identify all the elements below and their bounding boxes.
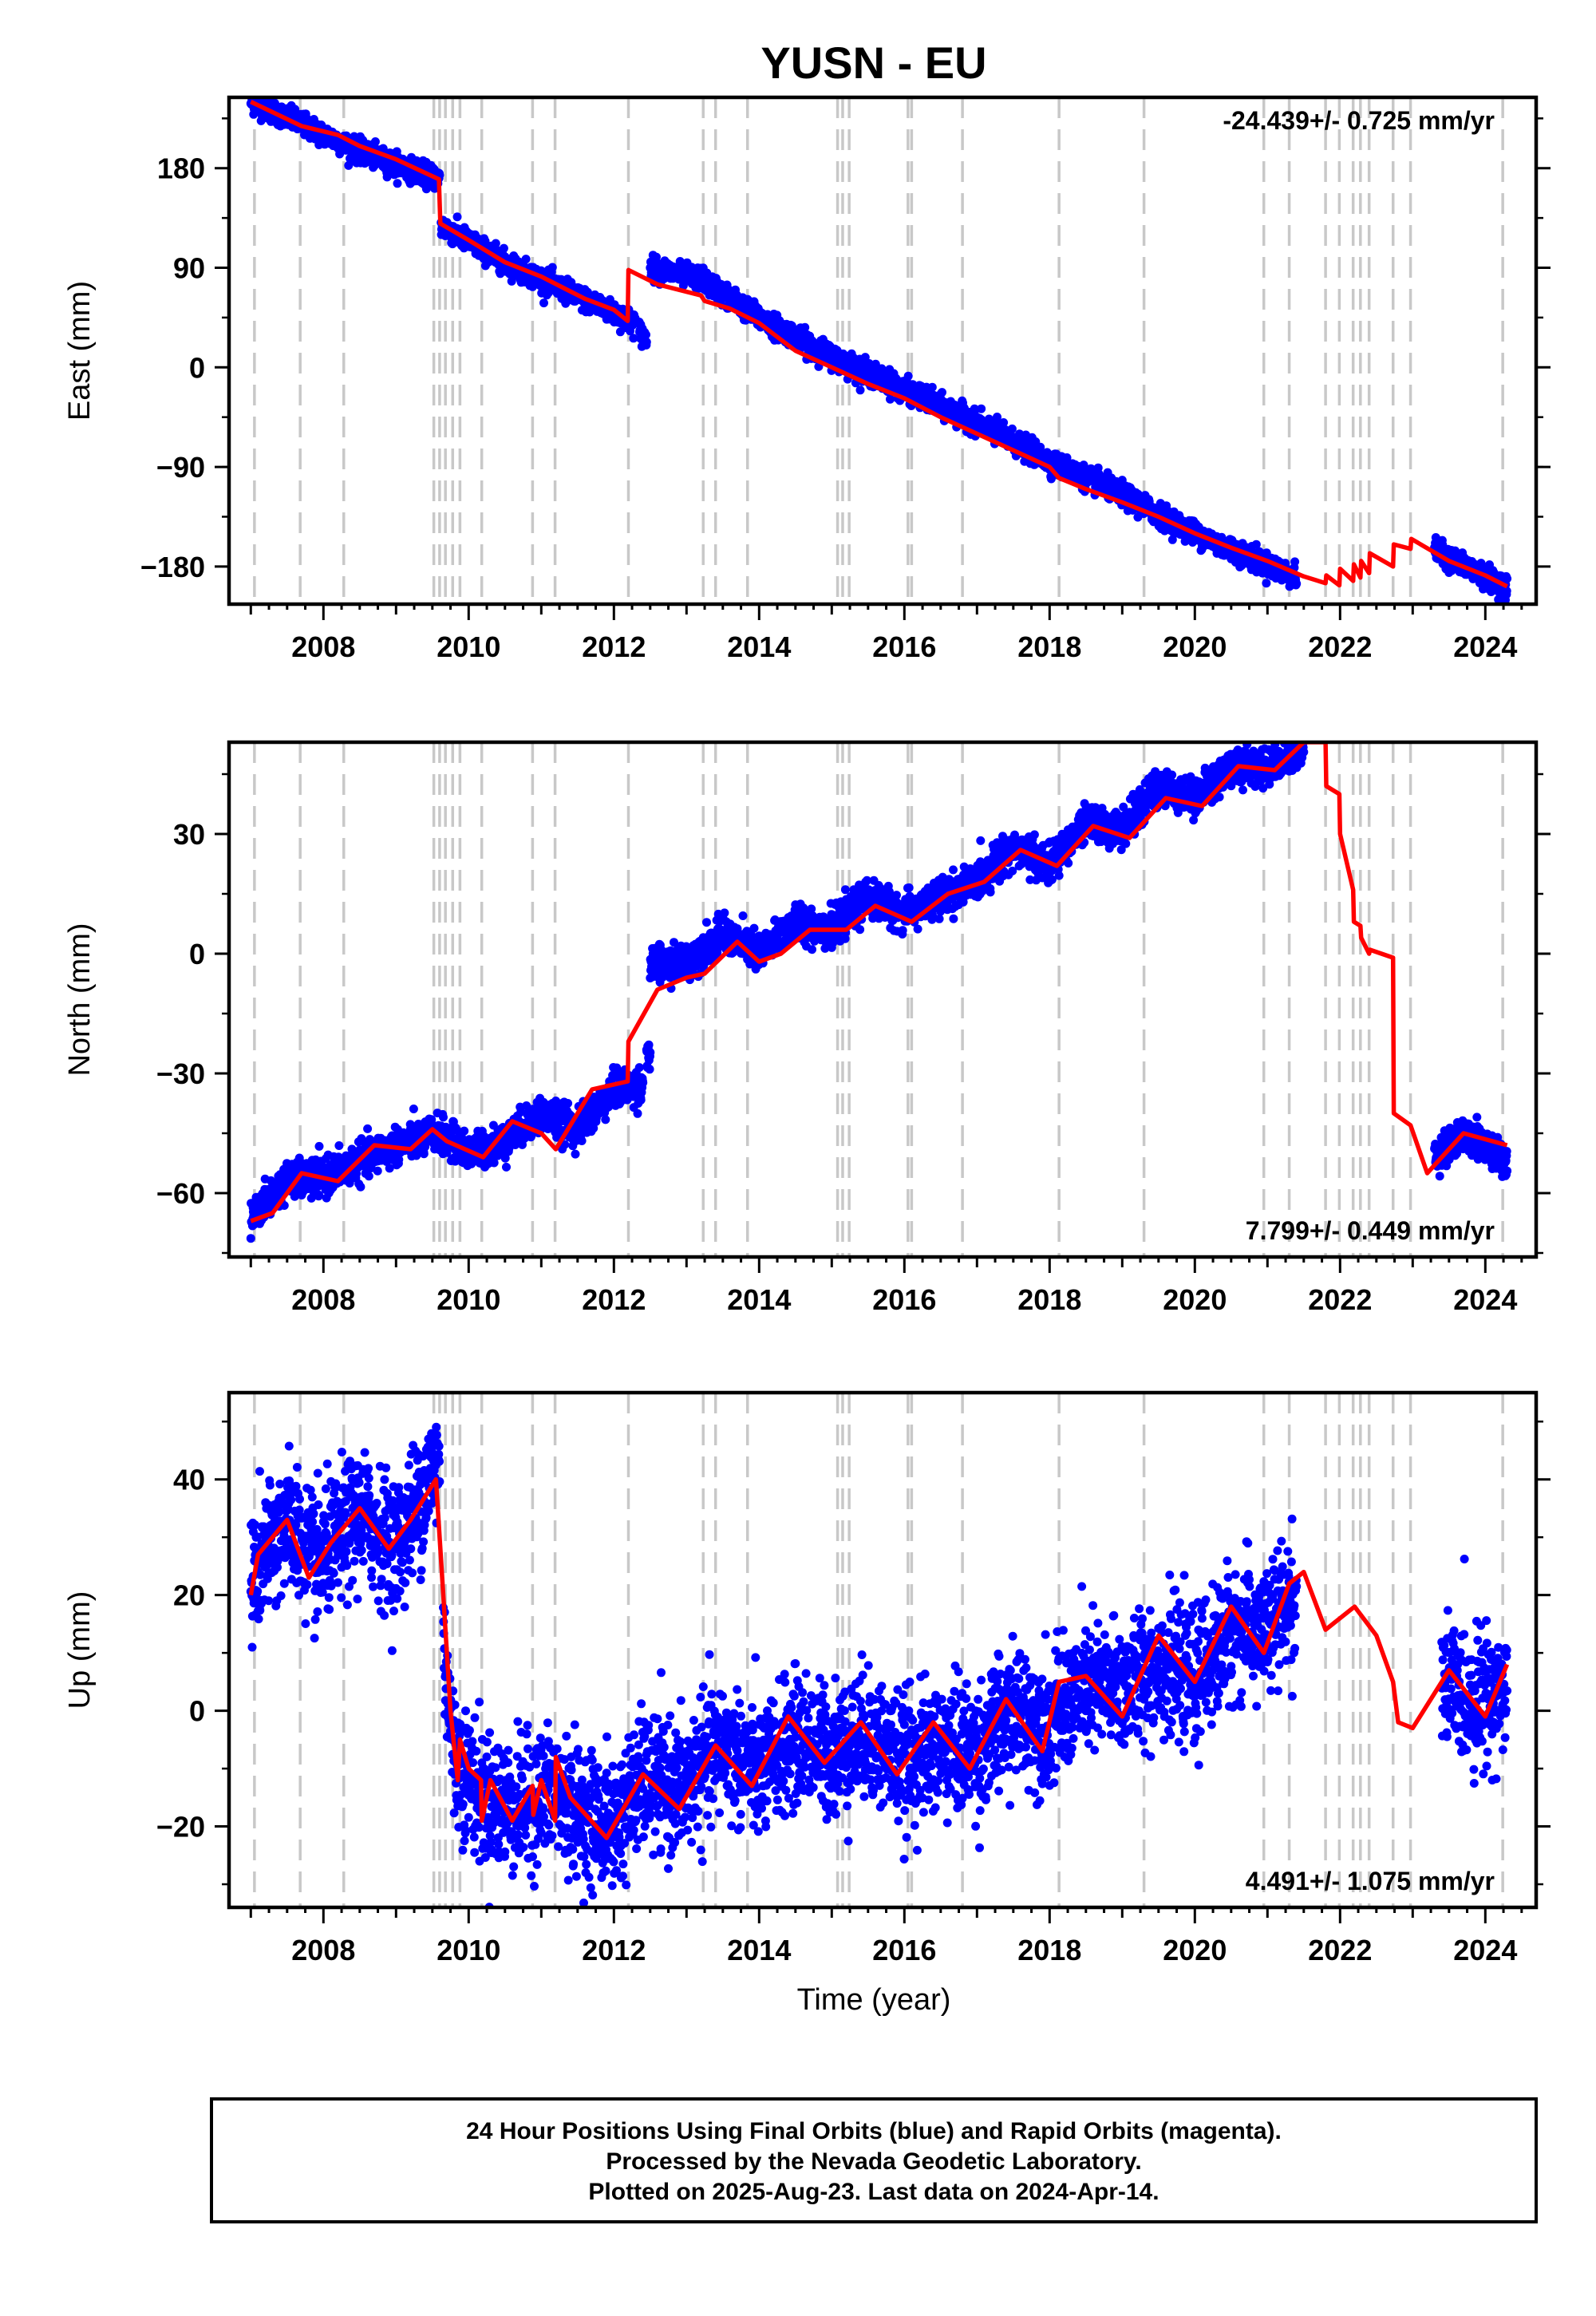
observation-point: [652, 252, 661, 262]
observation-point: [385, 1164, 394, 1173]
observation-point: [903, 371, 913, 381]
observation-point: [393, 179, 402, 188]
observation-point: [314, 1141, 324, 1151]
observation-point: [1503, 574, 1512, 583]
observation-point: [938, 388, 946, 397]
observation-point: [642, 338, 651, 347]
y-tick-label: −90: [156, 451, 205, 484]
observation-point: [314, 1190, 324, 1199]
figure-title: YUSN - EU: [760, 38, 986, 88]
observation-point: [491, 239, 500, 248]
observation-point: [356, 1182, 365, 1192]
y-tick-label: 0: [189, 351, 205, 384]
observation-point: [547, 263, 557, 272]
observation-point: [373, 1166, 382, 1176]
observation-point: [927, 382, 937, 392]
observation-point: [439, 1113, 448, 1122]
observation-point: [642, 330, 650, 339]
north-plot-area: [246, 742, 1512, 1243]
observation-point: [345, 1179, 354, 1188]
observation-point: [419, 1149, 429, 1159]
observation-point: [394, 1155, 404, 1164]
east-panel: 180 90 0 −90 −180 2008 2010 2012 2014 2016 2018 202…: [63, 95, 1551, 663]
observation-point: [499, 243, 508, 253]
observation-point: [629, 334, 638, 343]
observation-point: [1094, 469, 1104, 478]
observation-point: [364, 1172, 373, 1181]
observation-point: [334, 1141, 344, 1150]
y-axis-label: East (mm): [63, 281, 97, 421]
observation-point: [993, 413, 1001, 421]
observation-point: [999, 418, 1009, 427]
x-tick-label: 2012: [582, 630, 646, 663]
y-tick-label: 90: [173, 252, 205, 285]
observation-point: [1290, 557, 1300, 567]
observation-point: [1292, 579, 1302, 588]
y-tick-label: 180: [157, 152, 205, 185]
observation-point: [1262, 579, 1271, 588]
observation-point: [306, 1193, 316, 1203]
velocity-annotation: -24.439+/- 0.725 mm/yr: [1223, 106, 1495, 135]
x-tick-label: 2008: [291, 630, 355, 663]
x-tick-label: 2018: [1017, 630, 1081, 663]
observation-point: [521, 255, 531, 264]
observation-point: [452, 212, 462, 222]
observation-point: [800, 322, 810, 332]
observation-point: [412, 1151, 421, 1160]
observation-point: [363, 1124, 373, 1133]
observation-point: [409, 1105, 418, 1113]
x-tick-label: 2020: [1163, 630, 1227, 663]
y-tick-label: −180: [140, 551, 205, 583]
observation-point: [970, 404, 979, 413]
x-tick-label: 2016: [872, 630, 936, 663]
observation-point: [382, 172, 392, 182]
observation-point: [1007, 424, 1017, 433]
observation-point: [1251, 539, 1261, 549]
observation-point: [460, 1126, 469, 1136]
observation-point: [539, 298, 548, 308]
x-tick-label: 2014: [727, 630, 791, 663]
observation-point: [886, 394, 895, 404]
observation-point: [246, 1234, 255, 1243]
east-plot-area: [246, 97, 1512, 604]
observation-point: [1502, 587, 1511, 595]
model-fit-line: [250, 100, 1508, 589]
x-tick-label: 2024: [1453, 630, 1517, 663]
observation-point: [370, 137, 380, 146]
observation-point: [855, 385, 865, 395]
x-tick-label: 2010: [437, 630, 500, 663]
observation-point: [977, 404, 986, 413]
east-frame: [227, 95, 1539, 607]
x-tick-label: 2022: [1308, 630, 1372, 663]
